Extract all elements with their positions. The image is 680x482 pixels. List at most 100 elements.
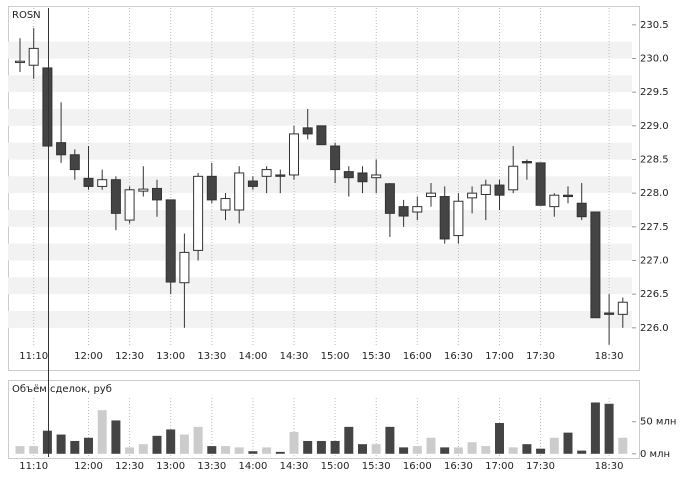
y-tick-label: 50 млн [640,417,676,428]
candle-body [371,174,382,179]
candle-body [234,172,245,211]
y-tick-label: 226.5 [640,289,669,300]
y-tick-label: 230.5 [640,20,669,31]
candle-body [179,251,190,284]
volume-bar [495,423,504,454]
y-tick-label: 226.0 [640,323,669,334]
x-tick-label: 12:30 [115,351,144,362]
y-tick-label: 227.0 [640,255,669,266]
volume-bar [577,450,587,454]
candle-body [220,198,231,211]
candle-body [275,174,286,177]
volume-bar [248,451,258,454]
volume-bar [358,444,367,454]
candle-body [261,169,272,177]
volume-bar [303,440,313,454]
candle-body [56,142,67,156]
x-tick-label: 16:30 [444,351,473,362]
volume-bar [549,437,559,454]
candle-body [617,301,628,315]
candle-body [604,312,615,315]
candle-body [289,133,299,176]
x-tick-label: 13:00 [156,351,185,362]
grid-band [8,142,632,160]
grid-band [8,209,632,227]
volume-bar [604,403,614,454]
grid-band [8,75,632,93]
volume-bar [138,444,148,454]
x-tick-label: 13:00 [156,461,185,472]
candle-body [426,192,436,198]
volume-bar [166,429,176,454]
x-tick-label: 15:30 [362,351,391,362]
x-tick-label: 15:00 [321,351,350,362]
volume-bar [193,426,203,454]
volume-bar [330,440,340,454]
candle-body [193,175,204,251]
candle-body [480,184,491,196]
y-tick-label: 229.5 [640,87,669,98]
volume-panel [8,380,640,459]
candle-body [563,194,573,198]
candle-body [15,60,25,64]
x-tick-label: 12:30 [115,461,144,472]
x-tick-label: 12:00 [74,351,103,362]
volume-bar [152,435,162,454]
volume-bar [42,430,52,454]
volume-bar [84,437,93,454]
candle-body [69,154,80,171]
volume-bar [207,446,217,454]
volume-bar [70,440,80,454]
volume-bar [590,402,600,454]
x-tick-label: 16:00 [403,461,432,472]
volume-bar [289,431,299,454]
grid-band [8,41,632,59]
candle-body [165,199,176,283]
x-tick-label: 18:30 [595,461,624,472]
volume-bar [563,432,573,454]
grid-band [8,243,632,261]
volume-bar [29,446,39,454]
x-tick-label: 14:30 [280,351,309,362]
volume-bar [111,420,121,454]
volume-bar [371,444,381,454]
candle-body [357,172,368,183]
volume-title: Объём сделок, руб [12,384,112,395]
candle-body [590,211,601,319]
x-tick-label: 18:30 [595,351,624,362]
volume-bar [467,442,477,454]
x-tick-label: 14:00 [238,461,267,472]
volume-bar [508,447,518,454]
candle-body [508,165,519,191]
volume-bar [536,448,546,454]
x-tick-label: 17:00 [485,351,514,362]
candle-body [494,184,505,196]
candle-body [110,179,121,214]
volume-bar [440,447,450,454]
volume-bar [275,451,285,454]
candle-body [152,187,162,201]
volume-bar [97,410,107,454]
volume-bar [453,447,463,454]
candle-body [42,67,53,147]
candle-body [398,206,409,217]
candle-body [535,162,546,206]
candle-body [521,161,532,164]
volume-bar [125,447,135,454]
candle-body [247,180,258,187]
volume-bar [179,434,189,454]
candle-body [467,192,478,199]
x-tick-label: 13:30 [197,461,226,472]
candle-body [439,196,450,240]
x-tick-label: 16:00 [403,351,432,362]
volume-bar [262,447,272,454]
candle-body [302,127,313,135]
grid-band [8,176,632,194]
x-tick-label: 14:30 [280,461,309,472]
candle-body [384,183,395,214]
volume-bar [385,426,395,454]
volume-bar [15,446,25,454]
volume-bar [481,446,491,454]
candle-body [83,177,94,187]
